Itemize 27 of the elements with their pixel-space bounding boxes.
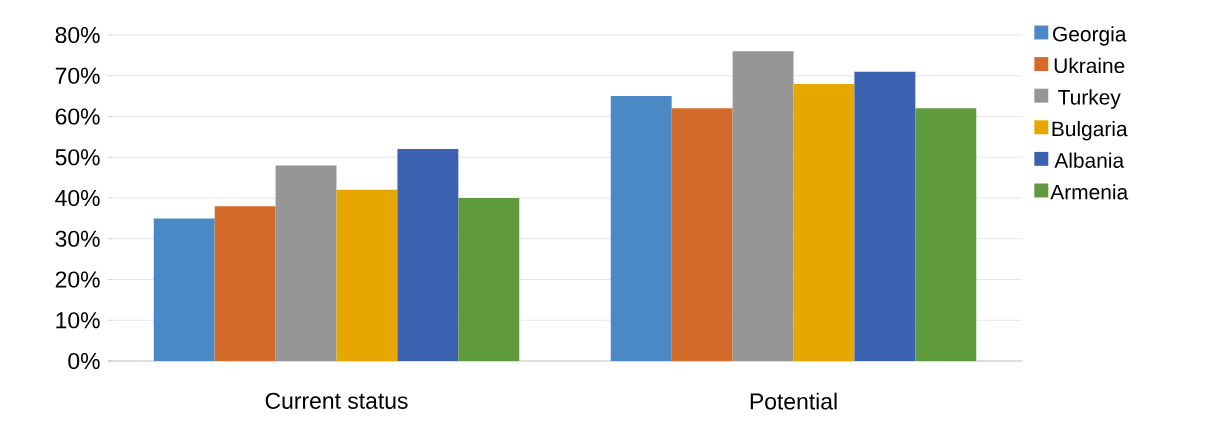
y-tick-label: 50% [55, 149, 100, 166]
y-tick-label: 0% [68, 352, 100, 370]
bar [671, 108, 733, 361]
y-tick-label: 80% [55, 26, 100, 44]
bar [793, 83, 855, 361]
y-tick-label: 10% [56, 312, 100, 329]
legend-label: Ukraine [1054, 57, 1125, 74]
legend-label: Albania [1054, 152, 1125, 168]
x-tick-label: Potential [750, 392, 837, 410]
y-tick-label: 30% [55, 230, 100, 247]
bar [397, 149, 459, 361]
legend-label: Turkey [1058, 89, 1121, 109]
legend-label: Armenia [1050, 184, 1129, 200]
bar [336, 189, 398, 361]
legend-label: Bulgaria [1052, 120, 1128, 141]
y-tick-label: 20% [55, 271, 100, 288]
x-tick-label: Current status [265, 392, 408, 409]
y-tick-label: 40% [55, 189, 100, 207]
bar [854, 71, 916, 361]
bar [610, 96, 672, 361]
y-tick-label: 70% [55, 67, 100, 84]
legend-label: Georgia [1053, 26, 1127, 46]
bar [915, 108, 977, 361]
y-tick-label: 60% [55, 108, 100, 125]
bar [153, 218, 215, 361]
bar [458, 198, 520, 361]
bar [214, 206, 276, 361]
